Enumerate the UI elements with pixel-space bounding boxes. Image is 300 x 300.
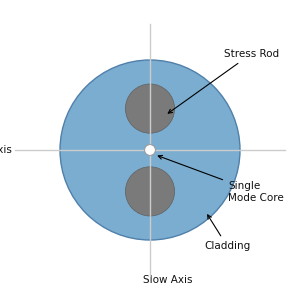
Text: Stress Rod: Stress Rod — [168, 49, 279, 113]
Text: Cladding: Cladding — [204, 215, 250, 251]
Text: Fast Axis: Fast Axis — [0, 145, 12, 155]
Circle shape — [145, 145, 155, 155]
Text: Single
Mode Core: Single Mode Core — [158, 155, 284, 203]
Text: Slow Axis: Slow Axis — [143, 275, 193, 285]
Circle shape — [125, 167, 175, 216]
Circle shape — [125, 84, 175, 133]
Circle shape — [60, 60, 240, 240]
